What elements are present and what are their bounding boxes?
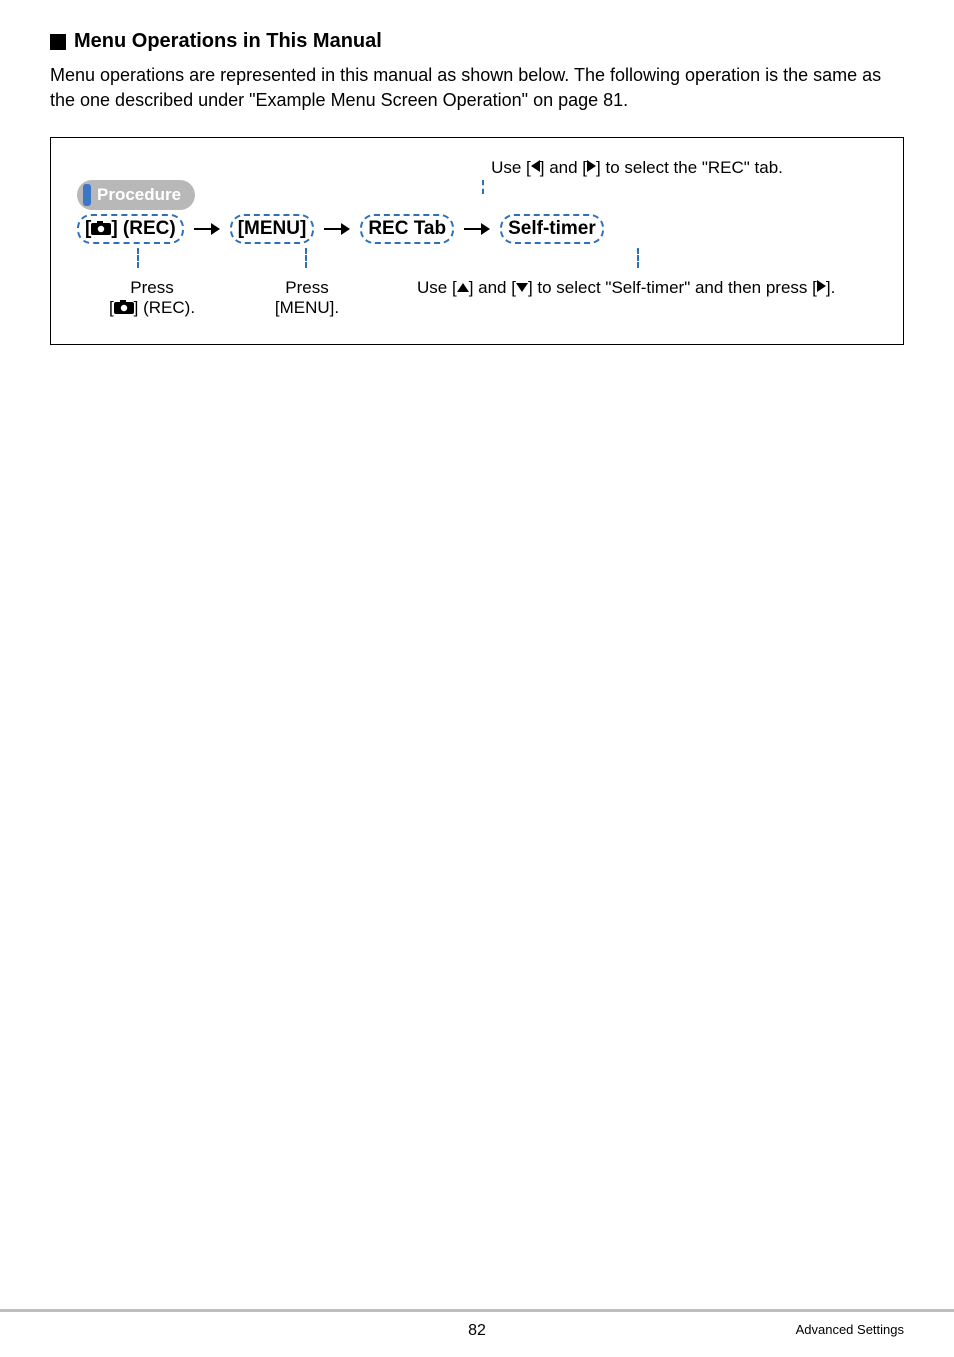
right-arrow-icon bbox=[817, 280, 826, 292]
procedure-tab: Procedure bbox=[77, 180, 195, 210]
procedure-label: Procedure bbox=[97, 185, 181, 205]
chain-step-rec: [] (REC) bbox=[77, 214, 184, 244]
camera-icon bbox=[91, 221, 111, 235]
connector-line bbox=[305, 248, 307, 268]
right-arrow-icon bbox=[587, 160, 596, 172]
connector-line bbox=[637, 248, 639, 268]
section-heading: Menu Operations in This Manual bbox=[50, 30, 904, 53]
step4-text: Self-timer bbox=[508, 218, 596, 239]
camera-icon bbox=[114, 300, 134, 314]
desc-right-suffix: ]. bbox=[826, 278, 835, 297]
procedure-chain: [] (REC) [MENU] REC Tab Self-timer bbox=[77, 214, 877, 244]
left-arrow-icon bbox=[531, 160, 540, 172]
desc-press-rec: Press [] (REC). bbox=[77, 278, 227, 318]
step1-suffix: ] (REC) bbox=[111, 218, 175, 239]
up-arrow-icon bbox=[457, 283, 469, 292]
heading-text: Menu Operations in This Manual bbox=[74, 30, 382, 53]
hint-suffix: ] to select the "REC" tab. bbox=[596, 158, 783, 177]
desc-selftimer: Use [ ] and [ ] to select "Self-timer" and… bbox=[387, 278, 877, 298]
down-arrow-icon bbox=[516, 283, 528, 292]
chain-arrow-icon bbox=[194, 224, 220, 234]
desc-mid-line1: Press bbox=[227, 278, 387, 298]
procedure-box: Use [ ] and [ ] to select the "REC" tab. P… bbox=[50, 137, 904, 345]
desc-left-line1: Press bbox=[77, 278, 227, 298]
chain-arrow-icon bbox=[324, 224, 350, 234]
connector-row bbox=[77, 244, 877, 278]
desc-left-suffix: ] (REC). bbox=[134, 298, 195, 317]
hint-mid: ] and [ bbox=[540, 158, 587, 177]
page-footer: 82 Advanced Settings bbox=[0, 1309, 954, 1357]
desc-mid-line2: [MENU]. bbox=[227, 298, 387, 318]
chain-step-menu: [MENU] bbox=[230, 214, 315, 244]
connector-line bbox=[137, 248, 139, 268]
heading-bullet bbox=[50, 34, 66, 50]
chain-arrow-icon bbox=[464, 224, 490, 234]
desc-right-after: ] to select "Self-timer" and then press … bbox=[528, 278, 817, 297]
chain-step-rectab: REC Tab bbox=[360, 214, 454, 244]
hint-prefix: Use [ bbox=[491, 158, 531, 177]
chain-step-selftimer: Self-timer bbox=[500, 214, 604, 244]
page-number: 82 bbox=[468, 1322, 486, 1340]
intro-paragraph: Menu operations are represented in this … bbox=[50, 63, 904, 113]
connector-line bbox=[482, 180, 484, 194]
rec-tab-hint: Use [ ] and [ ] to select the "REC" tab. bbox=[397, 158, 877, 178]
desc-press-menu: Press [MENU]. bbox=[227, 278, 387, 318]
desc-right-mid: ] and [ bbox=[469, 278, 516, 297]
description-row: Press [] (REC). Press [MENU]. Use [ ] and… bbox=[77, 278, 877, 318]
step2-text: [MENU] bbox=[238, 218, 307, 239]
step3-text: REC Tab bbox=[368, 218, 446, 239]
desc-right-prefix: Use [ bbox=[417, 278, 457, 297]
footer-section: Advanced Settings bbox=[796, 1322, 904, 1337]
procedure-marker-icon bbox=[83, 184, 91, 206]
